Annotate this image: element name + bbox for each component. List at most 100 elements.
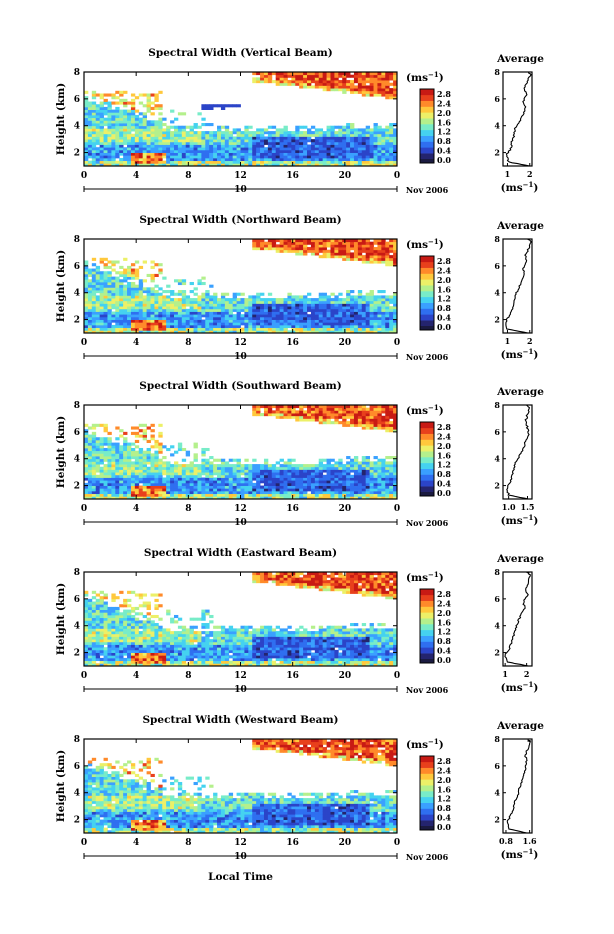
heatmap-cell bbox=[272, 80, 276, 83]
heatmap-cell bbox=[248, 469, 252, 472]
heatmap-cell bbox=[158, 469, 162, 472]
heatmap-cell bbox=[319, 464, 323, 467]
heatmap-cell bbox=[111, 472, 115, 475]
heatmap-cell bbox=[107, 301, 111, 304]
heatmap-cell bbox=[319, 317, 323, 320]
heatmap-cell bbox=[342, 491, 346, 494]
heatmap-cell bbox=[385, 317, 389, 320]
heatmap-cell bbox=[115, 486, 119, 489]
heatmap-cell bbox=[190, 153, 194, 156]
heatmap-cell bbox=[96, 287, 100, 290]
heatmap-cell bbox=[147, 440, 151, 443]
heatmap-cell bbox=[377, 461, 381, 464]
heatmap-cell bbox=[186, 134, 190, 137]
heatmap-cell bbox=[158, 139, 162, 142]
heatmap-cell bbox=[295, 322, 299, 325]
heatmap-cell bbox=[354, 309, 358, 312]
heatmap-cell bbox=[88, 486, 92, 489]
heatmap-cell bbox=[311, 85, 315, 88]
heatmap-cell bbox=[96, 486, 100, 489]
heatmap-cell bbox=[115, 443, 119, 446]
heatmap-cell bbox=[107, 475, 111, 478]
heatmap-cell bbox=[268, 320, 272, 323]
heatmap-cell bbox=[334, 488, 338, 491]
heatmap-cell bbox=[264, 486, 268, 489]
heatmap-cell bbox=[190, 328, 194, 331]
heatmap-cell bbox=[389, 255, 393, 258]
heatmap-cell bbox=[244, 328, 248, 331]
heatmap-cell bbox=[280, 131, 284, 134]
heatmap-cell bbox=[291, 158, 295, 161]
heatmap-cell bbox=[374, 410, 378, 413]
heatmap-cell bbox=[244, 161, 248, 164]
heatmap-cell bbox=[315, 147, 319, 150]
heatmap-cell bbox=[252, 488, 256, 491]
heatmap-cell bbox=[96, 306, 100, 309]
heatmap-cell bbox=[96, 314, 100, 317]
heatmap-cell bbox=[362, 303, 366, 306]
heatmap-cell bbox=[186, 131, 190, 134]
heatmap-cell bbox=[190, 478, 194, 481]
heatmap-cell bbox=[381, 478, 385, 481]
heatmap-cell bbox=[127, 131, 131, 134]
heatmap-cell bbox=[104, 488, 108, 491]
heatmap-cell bbox=[197, 136, 201, 139]
heatmap-cell bbox=[147, 153, 151, 156]
heatmap-cell bbox=[115, 322, 119, 325]
heatmap-cell bbox=[287, 469, 291, 472]
heatmap-cell bbox=[194, 287, 198, 290]
heatmap-cell bbox=[381, 298, 385, 301]
heatmap-cell bbox=[205, 293, 209, 296]
heatmap-cell bbox=[374, 158, 378, 161]
heatmap-cell bbox=[303, 77, 307, 80]
heatmap-cell bbox=[342, 244, 346, 247]
heatmap-cell bbox=[158, 475, 162, 478]
heatmap-cell bbox=[291, 150, 295, 153]
heatmap-cell bbox=[377, 290, 381, 293]
heatmap-cell bbox=[201, 453, 205, 456]
heatmap-cell bbox=[334, 486, 338, 489]
heatmap-cell bbox=[143, 290, 147, 293]
heatmap-cell bbox=[127, 453, 131, 456]
heatmap-cell bbox=[287, 134, 291, 137]
heatmap-cell bbox=[280, 464, 284, 467]
heatmap-cell bbox=[374, 161, 378, 164]
heatmap-cell bbox=[358, 258, 362, 261]
heatmap-cell bbox=[354, 150, 358, 153]
heatmap-cell bbox=[303, 464, 307, 467]
heatmap-cell bbox=[88, 451, 92, 454]
heatmap-cell bbox=[123, 258, 127, 261]
heatmap-cell bbox=[327, 142, 331, 145]
heatmap-cell bbox=[127, 118, 131, 121]
heatmap-cell bbox=[291, 134, 295, 137]
heatmap-cell bbox=[209, 461, 213, 464]
heatmap-cell bbox=[123, 461, 127, 464]
heatmap-cell bbox=[119, 91, 123, 94]
heatmap-cell bbox=[115, 301, 119, 304]
heatmap-cell bbox=[166, 303, 170, 306]
heatmap-cell bbox=[307, 322, 311, 325]
heatmap-cell bbox=[315, 416, 319, 419]
heatmap-cell bbox=[92, 118, 96, 121]
heatmap-cell bbox=[272, 145, 276, 148]
heatmap-cell bbox=[354, 480, 358, 483]
heatmap-cell bbox=[88, 139, 92, 142]
heatmap-cell bbox=[307, 301, 311, 304]
heatmap-cell bbox=[260, 139, 264, 142]
heatmap-cell bbox=[84, 287, 88, 290]
heatmap-cell bbox=[166, 301, 170, 304]
heatmap-cell bbox=[389, 131, 393, 134]
heatmap-cell bbox=[92, 147, 96, 150]
heatmap-cell bbox=[107, 112, 111, 115]
heatmap-cell bbox=[307, 410, 311, 413]
heatmap-cell bbox=[123, 110, 127, 113]
heatmap-cell bbox=[178, 486, 182, 489]
heatmap-cell bbox=[154, 263, 158, 266]
heatmap-cell bbox=[244, 312, 248, 315]
heatmap-cell bbox=[119, 303, 123, 306]
heatmap-cell bbox=[84, 139, 88, 142]
heatmap-cell bbox=[123, 328, 127, 331]
heatmap-cell bbox=[201, 118, 205, 121]
heatmap-cell bbox=[92, 134, 96, 137]
heatmap-cell bbox=[358, 91, 362, 94]
